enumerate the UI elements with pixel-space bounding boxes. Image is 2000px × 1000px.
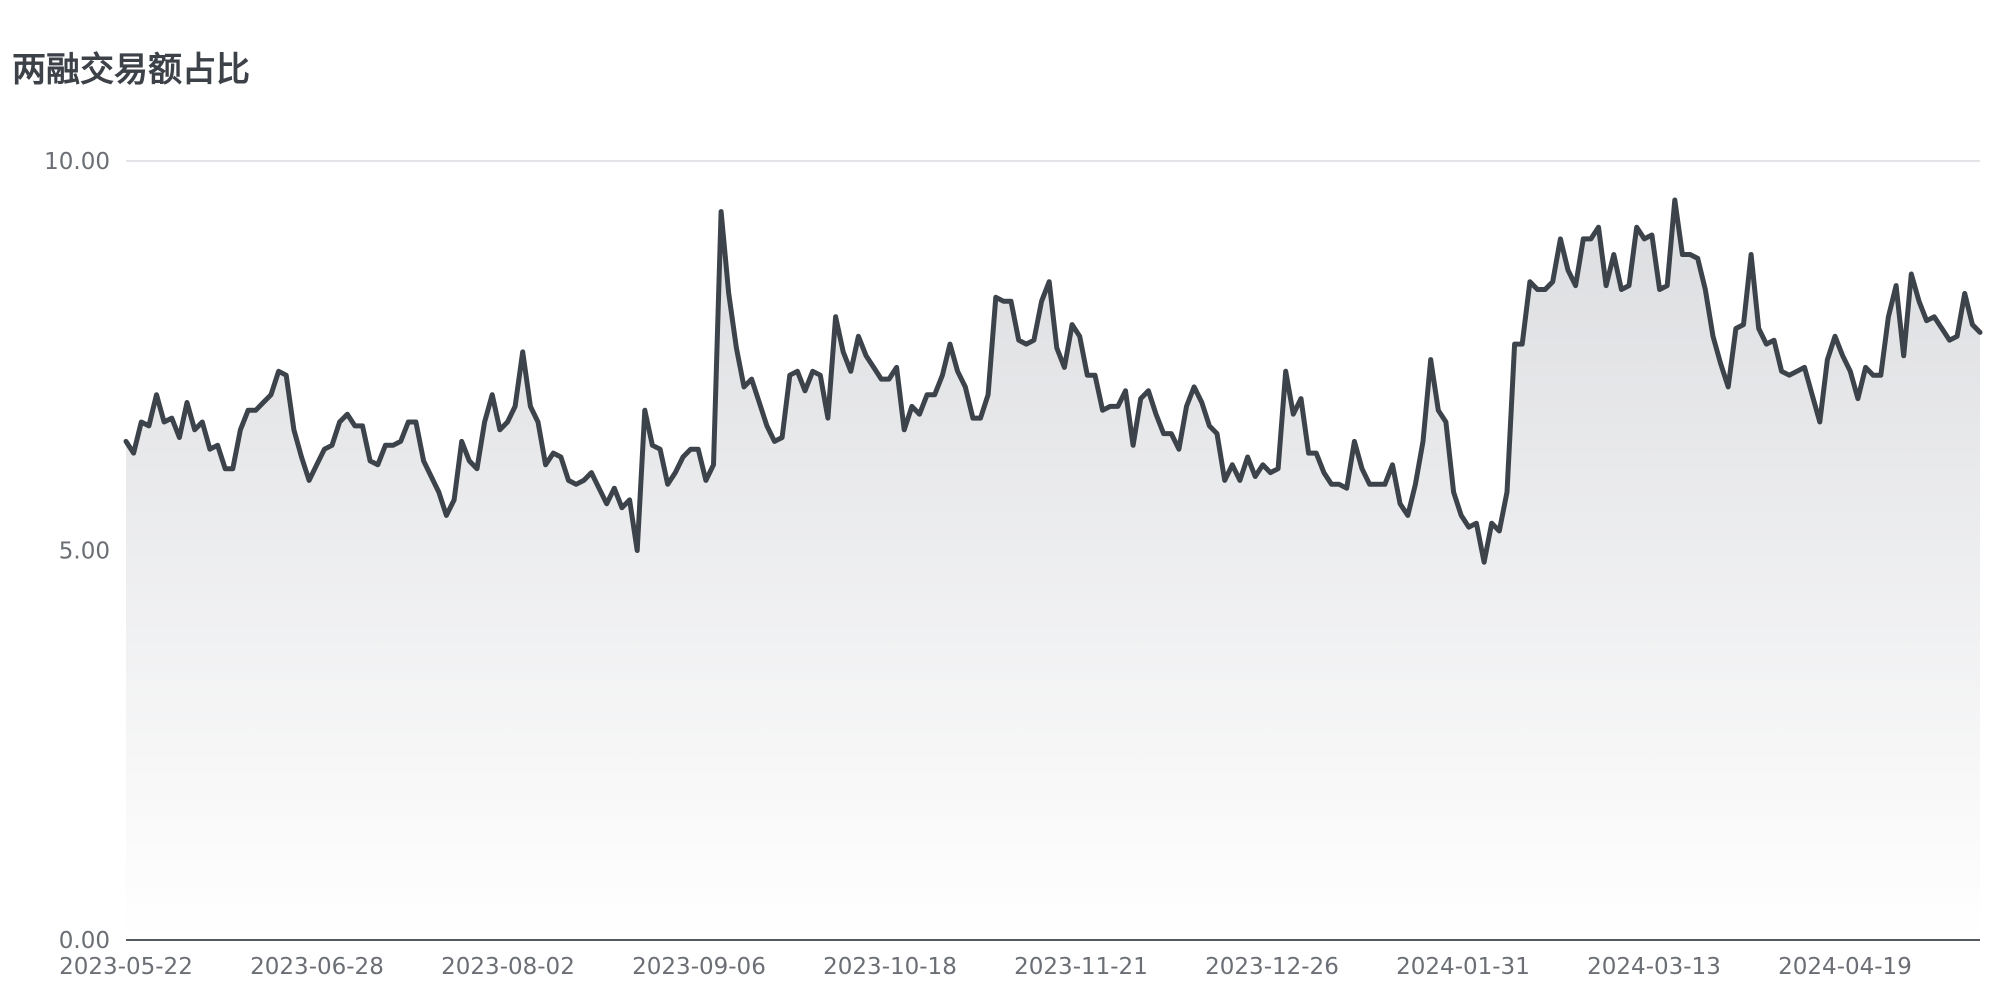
x-tick-label: 2023-08-02 bbox=[441, 954, 575, 980]
y-tick-label: 0.00 bbox=[59, 928, 110, 954]
y-axis-ticks: 0.00 5.00 10.00 bbox=[44, 149, 110, 954]
x-tick-label: 2023-09-06 bbox=[632, 954, 766, 980]
x-tick-label: 2023-05-22 bbox=[59, 954, 193, 980]
x-tick-label: 2023-10-18 bbox=[823, 954, 957, 980]
y-tick-label: 5.00 bbox=[59, 539, 110, 565]
chart-title: 两融交易额占比 bbox=[12, 50, 250, 90]
x-tick-label: 2023-12-26 bbox=[1205, 954, 1339, 980]
series-area bbox=[126, 200, 1980, 940]
x-axis-ticks: 2023-05-22 2023-06-28 2023-08-02 2023-09-06… bbox=[59, 954, 1912, 980]
x-tick-label: 2024-03-13 bbox=[1587, 954, 1721, 980]
y-tick-label: 10.00 bbox=[44, 149, 110, 175]
x-tick-label: 2023-11-21 bbox=[1014, 954, 1148, 980]
x-tick-label: 2024-01-31 bbox=[1396, 954, 1530, 980]
x-tick-label: 2024-04-19 bbox=[1778, 954, 1912, 980]
series-line bbox=[123, 197, 1983, 565]
x-tick-label: 2023-06-28 bbox=[250, 954, 384, 980]
